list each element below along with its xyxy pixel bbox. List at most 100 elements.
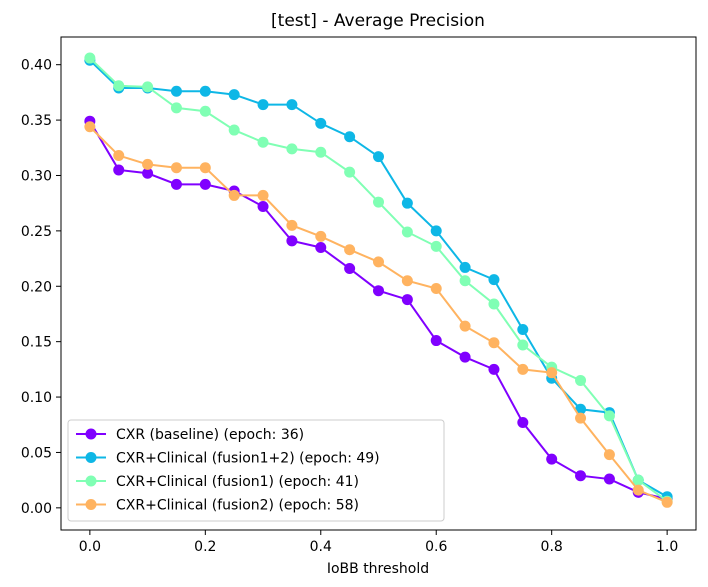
- data-point: [286, 219, 298, 231]
- data-point: [373, 256, 384, 268]
- legend-marker: [85, 452, 97, 463]
- data-point: [199, 85, 211, 97]
- data-point: [401, 197, 413, 209]
- y-tick-label: 0.10: [21, 390, 52, 406]
- data-point: [546, 367, 558, 379]
- data-point: [199, 105, 211, 117]
- axes: 0.0 0.2 0.4 0.6 0.8 1.0 0.00 0.05 0.10 0.15 0.20 0.…: [21, 36, 697, 555]
- data-point: [344, 131, 356, 143]
- series-3: [84, 121, 673, 508]
- y-tick-label: 0.00: [21, 501, 52, 517]
- y-tick-label: 0.25: [21, 224, 52, 240]
- data-point: [575, 374, 587, 386]
- data-point: [459, 320, 471, 332]
- data-point: [401, 294, 413, 306]
- y-tick-label: 0.40: [21, 58, 52, 74]
- x-tick-label: 0.4: [310, 539, 332, 555]
- data-point: [257, 99, 269, 111]
- data-point: [517, 339, 529, 351]
- data-point: [113, 150, 125, 162]
- data-point: [315, 241, 327, 253]
- data-point: [517, 363, 529, 375]
- legend-label: CXR+Clinical (fusion1+2) (epoch: 49): [116, 451, 380, 467]
- data-point: [430, 225, 442, 237]
- data-point: [546, 453, 558, 465]
- y-tick-label: 0.15: [21, 335, 52, 351]
- data-point: [632, 474, 644, 486]
- y-tick-label: 0.35: [21, 113, 52, 129]
- legend-marker: [85, 475, 97, 487]
- data-point: [430, 282, 442, 294]
- data-point: [113, 164, 125, 176]
- data-point: [142, 167, 154, 179]
- data-point: [430, 335, 442, 347]
- x-tick-label: 0.2: [194, 539, 216, 555]
- data-point: [430, 240, 442, 252]
- data-point: [632, 484, 644, 496]
- chart-title: [test] - Average Precision: [271, 11, 485, 31]
- y-tick-label: 0.20: [21, 279, 52, 295]
- data-point: [344, 263, 356, 275]
- data-point: [84, 121, 96, 133]
- data-point: [199, 162, 211, 174]
- data-point: [286, 143, 298, 155]
- data-point: [488, 337, 500, 349]
- x-axis-label: IoBB threshold: [327, 561, 429, 577]
- data-point: [315, 230, 327, 242]
- y-tick-label: 0.30: [21, 168, 52, 184]
- data-point: [142, 158, 154, 170]
- legend-entry-1: CXR+Clinical (fusion1+2) (epoch: 49): [76, 451, 380, 467]
- legend-entry-0: CXR (baseline) (epoch: 36): [76, 427, 304, 443]
- data-point: [373, 285, 384, 297]
- data-point: [488, 363, 500, 375]
- legend-box: [67, 419, 445, 522]
- legend-marker: [85, 499, 97, 510]
- data-point: [286, 99, 298, 111]
- series-2: [84, 52, 673, 507]
- data-point: [228, 124, 240, 136]
- data-point: [170, 162, 182, 174]
- data-point: [373, 151, 384, 163]
- data-point: [603, 473, 615, 485]
- legend-marker: [85, 428, 97, 440]
- data-point: [401, 275, 413, 287]
- data-point: [603, 410, 615, 422]
- plot-frame: [60, 36, 697, 531]
- legend-label: CXR+Clinical (fusion1) (epoch: 41): [116, 474, 359, 490]
- data-point: [113, 80, 125, 92]
- data-point: [575, 470, 587, 482]
- data-point: [315, 117, 327, 129]
- data-point: [257, 189, 269, 201]
- x-tick-label: 0.8: [541, 539, 563, 555]
- data-point: [170, 85, 182, 97]
- data-point: [373, 196, 384, 208]
- data-point: [344, 244, 356, 256]
- x-tick-label: 1.0: [656, 539, 678, 555]
- data-point: [199, 178, 211, 190]
- legend-label: CXR (baseline) (epoch: 36): [116, 427, 304, 443]
- data-point: [575, 412, 587, 424]
- legend-entry-3: CXR+Clinical (fusion2) (epoch: 58): [76, 498, 359, 514]
- data-point: [257, 201, 269, 213]
- data-point: [459, 275, 471, 287]
- data-point: [257, 136, 269, 148]
- data-point: [488, 274, 500, 286]
- data-point: [517, 417, 529, 429]
- data-point: [488, 298, 500, 310]
- x-tick-label: 0.0: [79, 539, 101, 555]
- data-point: [459, 261, 471, 273]
- data-point: [228, 89, 240, 101]
- plot-area: [84, 52, 673, 508]
- data-point: [401, 226, 413, 238]
- data-point: [315, 146, 327, 158]
- data-point: [517, 323, 529, 335]
- data-point: [603, 449, 615, 461]
- data-point: [228, 189, 240, 201]
- legend: CXR (baseline) (epoch: 36) CXR+Clinical (…: [67, 419, 445, 522]
- legend-entry-2: CXR+Clinical (fusion1) (epoch: 41): [76, 474, 359, 490]
- data-point: [84, 52, 96, 64]
- data-point: [142, 81, 154, 93]
- data-point: [661, 496, 673, 508]
- data-point: [170, 178, 182, 190]
